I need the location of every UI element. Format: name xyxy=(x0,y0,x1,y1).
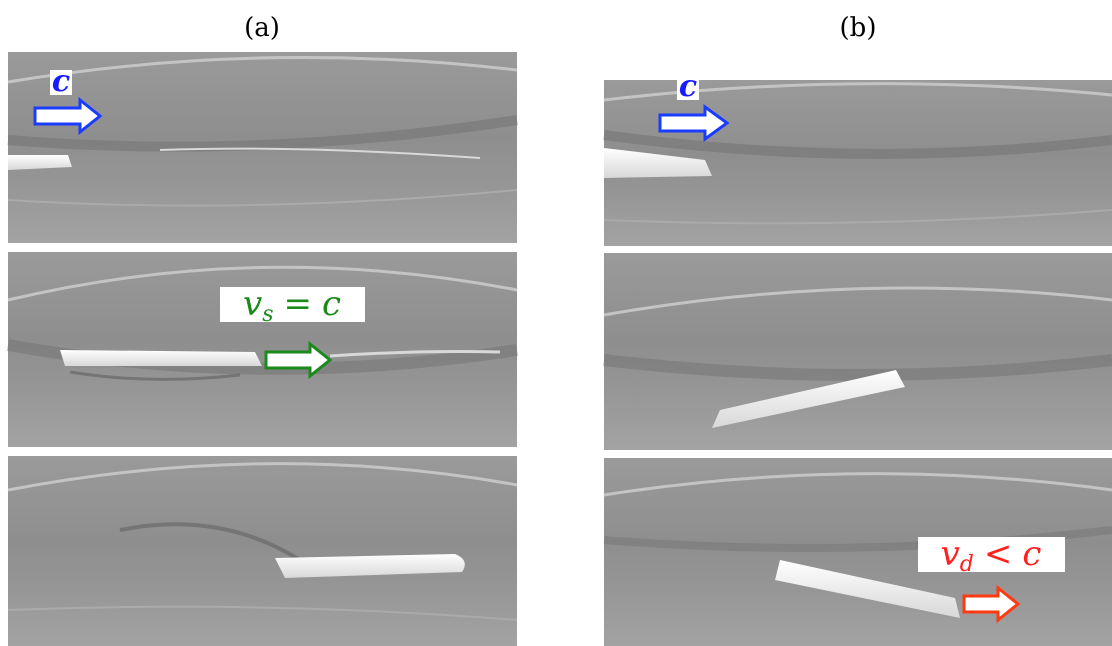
speed-label: vd < c xyxy=(941,534,1042,577)
annotation: c xyxy=(33,64,103,136)
frame xyxy=(7,52,518,243)
annotation: vs = c xyxy=(220,284,365,380)
speed-label: c xyxy=(52,64,70,99)
speed-label: c xyxy=(679,69,697,104)
annotation: c xyxy=(658,69,730,142)
panel-label: (b) xyxy=(840,13,877,43)
frame xyxy=(603,253,1112,450)
frame xyxy=(603,80,1112,246)
frame xyxy=(7,456,518,646)
panel-label: (a) xyxy=(244,13,280,43)
frame xyxy=(6,252,518,447)
speed-label: vs = c xyxy=(243,284,341,327)
annotation: vd < c xyxy=(918,534,1065,624)
